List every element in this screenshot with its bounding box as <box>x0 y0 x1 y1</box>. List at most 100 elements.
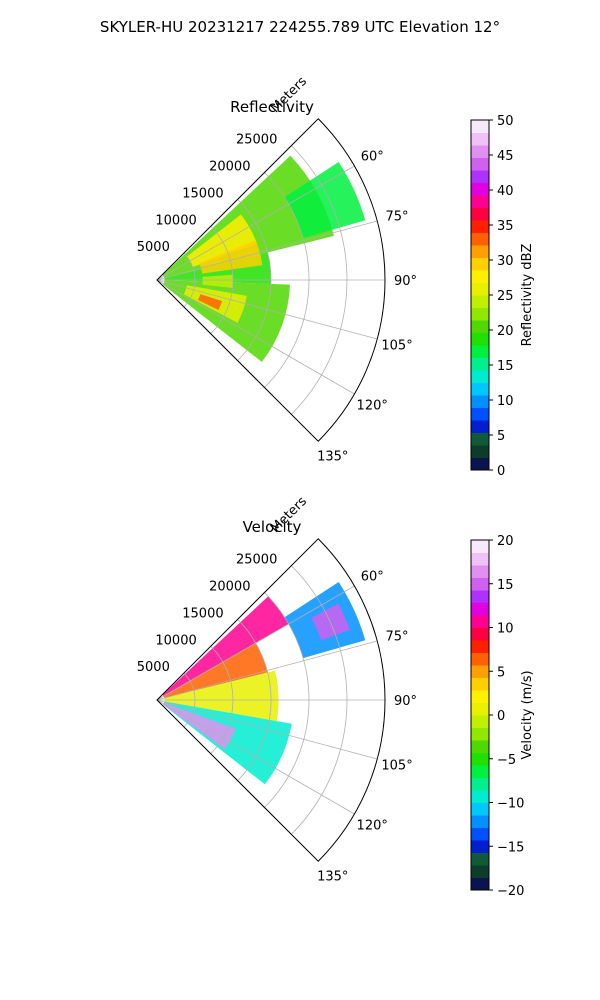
reflectivity-radial-tick-label: 5000 <box>137 240 170 255</box>
velocity-colorbar-swatch <box>471 715 489 728</box>
reflectivity-colorbar-swatch <box>471 357 489 371</box>
reflectivity-colorbar-swatch <box>471 195 489 208</box>
velocity-colorbar-tick-label: −5 <box>497 753 516 768</box>
reflectivity-azimuth-spoke <box>156 279 355 395</box>
reflectivity-colorbar-tick-label: 45 <box>497 149 514 164</box>
velocity-colorbar-swatch <box>471 852 489 866</box>
reflectivity-colorbar-swatch <box>471 245 489 258</box>
velocity-azimuth-spoke <box>156 699 355 815</box>
velocity-colorbar-swatch <box>471 865 489 878</box>
reflectivity-colorbar-swatch <box>471 382 489 396</box>
velocity-colorbar-swatch <box>471 815 489 828</box>
reflectivity-echo-region <box>162 280 290 362</box>
velocity-colorbar-swatch <box>471 565 489 578</box>
reflectivity-colorbar-swatch <box>471 320 489 333</box>
velocity-radial-tick-label: 5000 <box>137 660 170 675</box>
reflectivity-colorbar-swatch <box>471 132 489 146</box>
reflectivity-colorbar-label: Reflectivity dBZ <box>520 244 535 347</box>
velocity-azimuth-tick-label: 75° <box>386 630 409 645</box>
reflectivity-colorbar-tick-label: 10 <box>497 394 514 409</box>
velocity-azimuth-spoke <box>156 640 378 701</box>
velocity-colorbar-tick-label: 0 <box>497 709 505 724</box>
reflectivity-radial-tick-label: 15000 <box>182 186 223 201</box>
velocity-colorbar-tick-label: 15 <box>497 578 514 593</box>
velocity-colorbar-swatch <box>471 727 489 741</box>
reflectivity-colorbar-swatch <box>471 332 489 346</box>
reflectivity-colorbar-swatch <box>471 420 489 433</box>
velocity-colorbar-swatch <box>471 765 489 778</box>
reflectivity-echo-region <box>199 240 263 274</box>
velocity-colorbar-swatch <box>471 577 489 591</box>
velocity-colorbar-tick-label: 20 <box>497 534 514 549</box>
reflectivity-colorbar-swatch <box>471 370 489 383</box>
reflectivity-colorbar-swatch <box>471 145 489 158</box>
reflectivity-colorbar-swatch <box>471 295 489 308</box>
reflectivity-radial-tick-label: 10000 <box>155 213 196 228</box>
reflectivity-azimuth-spoke <box>156 279 378 340</box>
reflectivity-azimuth-tick-label: 90° <box>394 274 417 289</box>
reflectivity-azimuth-tick-label: 105° <box>381 338 412 353</box>
velocity-colorbar-label: Velocity (m/s) <box>520 670 535 759</box>
reflectivity-azimuth-tick-label: 135° <box>317 450 348 465</box>
velocity-colorbar-tick-label: 5 <box>497 665 505 680</box>
velocity-panel: Velocity 5000 10000 15000 20000 25000 60° 75° 9… <box>137 494 535 899</box>
reflectivity-azimuth-tick-label: 60° <box>361 150 384 165</box>
reflectivity-colorbar-swatch <box>471 232 489 246</box>
reflectivity-colorbar-swatch <box>471 445 489 458</box>
velocity-colorbar-swatch <box>471 777 489 791</box>
velocity-colorbar-swatch <box>471 652 489 666</box>
reflectivity-colorbar-swatch <box>471 257 489 271</box>
reflectivity-colorbar-tick-label: 0 <box>497 464 505 479</box>
reflectivity-azimuth-tick-label: 120° <box>357 398 388 413</box>
velocity-colorbar-swatch <box>471 790 489 803</box>
velocity-plot-area: 5000 10000 15000 20000 25000 60° 75° 90° 105° 120… <box>137 494 417 885</box>
velocity-colorbar-swatch <box>471 802 489 816</box>
velocity-azimuth-spoke <box>156 699 378 760</box>
velocity-colorbar-tick-label: −10 <box>497 797 524 812</box>
reflectivity-title: Reflectivity <box>230 98 314 116</box>
velocity-colorbar-swatch <box>471 740 489 753</box>
reflectivity-colorbar-swatch <box>471 282 489 296</box>
velocity-azimuth-tick-label: 60° <box>361 570 384 585</box>
velocity-azimuth-tick-label: 120° <box>357 818 388 833</box>
reflectivity-colorbar-swatch <box>471 407 489 421</box>
reflectivity-colorbar-swatch <box>471 220 489 233</box>
velocity-colorbar-swatch <box>471 615 489 628</box>
reflectivity-colorbar-swatch <box>471 432 489 446</box>
velocity-azimuth-spoke <box>156 585 355 701</box>
velocity-echo-region <box>164 700 279 722</box>
velocity-colorbar-tick-label: 10 <box>497 622 514 637</box>
velocity-colorbar-swatch <box>471 665 489 678</box>
velocity-colorbar-tick-label: −20 <box>497 884 524 899</box>
velocity-colorbar-swatch <box>471 877 489 891</box>
reflectivity-colorbar-tick-label: 40 <box>497 184 514 199</box>
reflectivity-azimuth-spoke <box>156 165 355 281</box>
reflectivity-echo-region <box>197 294 223 310</box>
velocity-colorbar-swatch <box>471 827 489 841</box>
reflectivity-colorbar-swatch <box>471 207 489 221</box>
reflectivity-colorbar-tick-label: 25 <box>497 289 514 304</box>
reflectivity-echo-region <box>284 162 366 239</box>
velocity-echo-region <box>162 596 289 697</box>
reflectivity-colorbar-swatch <box>471 182 489 196</box>
reflectivity-colorbar-tick-label: 5 <box>497 429 505 444</box>
velocity-colorbar-swatch <box>471 752 489 766</box>
reflectivity-colorbar-tick-label: 50 <box>497 114 514 129</box>
velocity-radial-tick-label: 20000 <box>209 580 250 595</box>
velocity-radial-tick-label: 15000 <box>182 606 223 621</box>
reflectivity-colorbar-swatch <box>471 270 489 283</box>
reflectivity-radial-tick-label: 25000 <box>236 133 277 148</box>
reflectivity-azimuth-tick-label: 75° <box>386 210 409 225</box>
velocity-colorbar-tick-label: −15 <box>497 840 524 855</box>
reflectivity-colorbar-tick-label: 30 <box>497 254 514 269</box>
velocity-colorbar: −20 −15 −10 −5 0 5 10 15 20 Velocity (m/s) <box>470 534 535 899</box>
velocity-colorbar-swatch <box>471 677 489 691</box>
figure-suptitle: SKYLER-HU 20231217 224255.789 UTC Elevat… <box>100 18 500 36</box>
reflectivity-plot-area: 5000 10000 15000 20000 25000 60° 75° 90° 105° 120… <box>137 74 417 465</box>
reflectivity-radial-tick-label: 20000 <box>209 160 250 175</box>
velocity-colorbar-swatch <box>471 640 489 653</box>
velocity-colorbar-swatch <box>471 540 489 553</box>
velocity-colorbar-swatch <box>471 590 489 603</box>
reflectivity-colorbar-tick-label: 20 <box>497 324 514 339</box>
velocity-azimuth-tick-label: 105° <box>381 758 412 773</box>
